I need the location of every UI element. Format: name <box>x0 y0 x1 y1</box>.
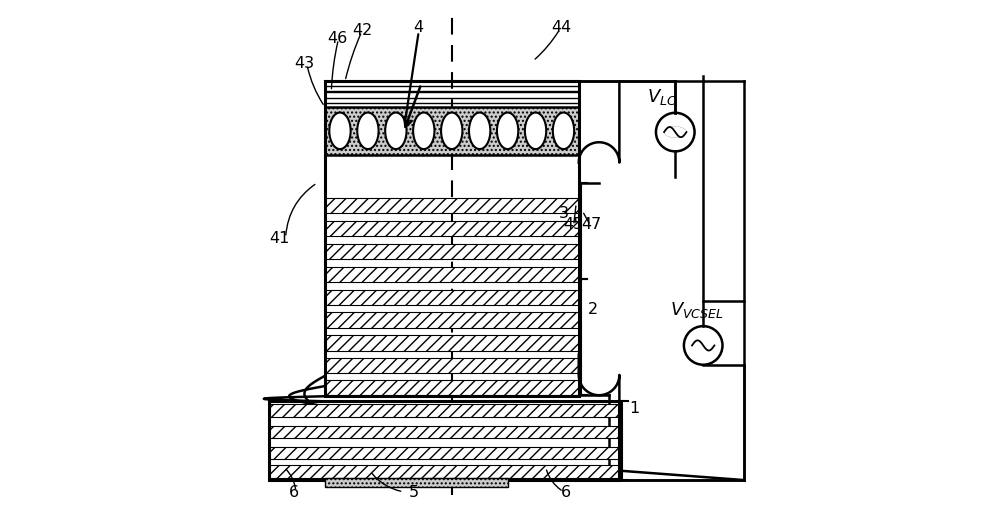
Bar <box>325 267 579 282</box>
Bar <box>325 244 579 259</box>
Bar <box>269 401 619 480</box>
Bar <box>325 81 579 396</box>
Bar <box>325 380 579 395</box>
Bar <box>325 198 579 213</box>
Bar <box>325 107 579 155</box>
Bar <box>325 478 508 487</box>
Text: 4: 4 <box>414 20 424 36</box>
Ellipse shape <box>553 113 574 149</box>
Text: 2: 2 <box>588 302 598 318</box>
Bar <box>270 426 618 438</box>
Text: 1: 1 <box>629 401 640 417</box>
Text: 47: 47 <box>581 217 602 232</box>
Ellipse shape <box>441 113 462 149</box>
Text: 5: 5 <box>409 485 419 500</box>
Bar <box>325 312 579 328</box>
Text: 43: 43 <box>294 56 314 71</box>
Ellipse shape <box>469 113 490 149</box>
Bar <box>325 221 579 236</box>
Bar <box>270 465 618 478</box>
Ellipse shape <box>385 113 407 149</box>
Ellipse shape <box>497 113 518 149</box>
Text: 41: 41 <box>269 231 289 246</box>
Text: 3: 3 <box>558 206 568 221</box>
Ellipse shape <box>357 113 379 149</box>
Text: 6: 6 <box>289 485 299 500</box>
Ellipse shape <box>329 113 351 149</box>
Text: 42: 42 <box>353 23 373 38</box>
Text: 46: 46 <box>327 30 348 46</box>
Text: 45: 45 <box>564 217 584 232</box>
Text: 44: 44 <box>551 20 571 36</box>
Ellipse shape <box>525 113 546 149</box>
Bar <box>270 447 618 459</box>
Text: $V_{VCSEL}$: $V_{VCSEL}$ <box>670 300 724 320</box>
Bar <box>325 335 579 351</box>
Bar <box>270 404 618 417</box>
Ellipse shape <box>413 113 434 149</box>
Bar <box>325 358 579 373</box>
Text: 6: 6 <box>561 485 571 500</box>
Bar <box>325 290 579 305</box>
Text: $V_{LC}$: $V_{LC}$ <box>647 87 677 107</box>
